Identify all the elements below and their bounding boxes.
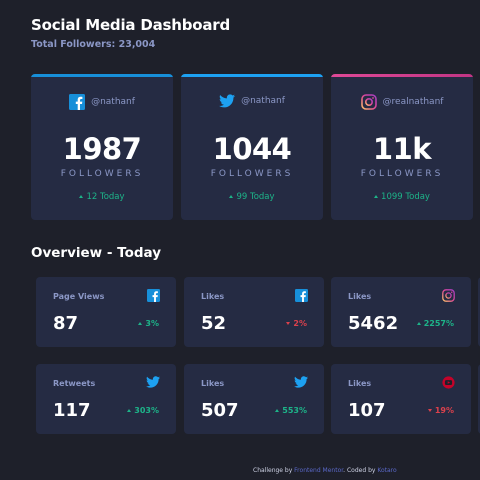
- arrow-down-icon: [286, 322, 291, 325]
- overview-title: Overview - Today: [31, 245, 161, 261]
- card-accent-bar: [181, 74, 323, 77]
- arrow-up-icon: [127, 409, 132, 412]
- metric-change: 2257%: [416, 319, 454, 328]
- metric-change: 19%: [427, 406, 454, 415]
- metric-label: Likes: [201, 379, 225, 388]
- today-change: 99 Today: [181, 192, 323, 202]
- metric-value: 52: [201, 313, 227, 334]
- overview-card[interactable]: Likes 5462 2257%: [331, 277, 471, 347]
- follower-count: 1044: [212, 132, 292, 166]
- card-accent-bar: [31, 74, 173, 77]
- metric-value: 107: [348, 400, 386, 421]
- instagram-icon: [360, 94, 377, 110]
- metric-label: Retweets: [53, 379, 96, 388]
- total-followers: Total Followers: 23,004: [31, 39, 156, 50]
- frontend-mentor-link[interactable]: Frontend Mentor: [294, 467, 344, 474]
- follower-unit: FOLLOWERS: [60, 169, 144, 179]
- facebook-icon: [69, 94, 86, 110]
- arrow-down-icon: [427, 409, 432, 412]
- metric-value: 87: [53, 313, 79, 334]
- attribution-footer: Challenge by Frontend Mentor. Coded by K…: [253, 467, 397, 474]
- twitter-icon: [294, 376, 308, 388]
- metric-value: 5462: [348, 313, 399, 334]
- arrow-up-icon: [416, 322, 421, 325]
- overview-card[interactable]: Likes 52 2%: [184, 277, 324, 347]
- arrow-up-icon: [79, 195, 84, 198]
- metric-change: 3%: [138, 319, 159, 328]
- follower-card-twitter[interactable]: @nathanf 1044 FOLLOWERS 99 Today: [181, 74, 323, 220]
- arrow-up-icon: [374, 195, 379, 198]
- handle[interactable]: @realnathanf: [382, 97, 444, 107]
- handle[interactable]: @nathanf: [91, 97, 135, 107]
- handle-row: @realnathanf: [331, 94, 473, 110]
- handle-row: @nathanf: [181, 94, 323, 108]
- facebook-icon: [295, 289, 308, 302]
- metric-change: 303%: [127, 406, 159, 415]
- overview-card[interactable]: Likes 107 19%: [331, 364, 471, 434]
- follower-unit: FOLLOWERS: [210, 169, 294, 179]
- twitter-icon: [146, 376, 160, 388]
- author-link[interactable]: Kotaro: [377, 467, 397, 474]
- metric-value: 117: [53, 400, 91, 421]
- arrow-up-icon: [138, 322, 143, 325]
- overview-card-partial: [478, 364, 480, 434]
- facebook-icon: [147, 289, 160, 302]
- metric-label: Likes: [348, 379, 372, 388]
- metric-value: 507: [201, 400, 239, 421]
- metric-label: Page Views: [53, 292, 105, 301]
- metric-change: 553%: [275, 406, 307, 415]
- page-title: Social Media Dashboard: [31, 16, 231, 34]
- today-change: 12 Today: [31, 192, 173, 202]
- arrow-up-icon: [275, 409, 280, 412]
- arrow-up-icon: [229, 195, 234, 198]
- twitter-icon: [219, 94, 236, 108]
- today-change: 1099 Today: [331, 192, 473, 202]
- follower-count: 1987: [62, 132, 142, 166]
- follower-card-instagram[interactable]: @realnathanf 11k FOLLOWERS 1099 Today: [331, 74, 473, 220]
- overview-card[interactable]: Likes 507 553%: [184, 364, 324, 434]
- instagram-icon: [442, 289, 455, 302]
- youtube-icon: [442, 376, 455, 389]
- overview-card-partial: [478, 277, 480, 347]
- metric-label: Likes: [348, 292, 372, 301]
- card-accent-bar: [331, 74, 473, 77]
- metric-change: 2%: [286, 319, 307, 328]
- overview-card[interactable]: Page Views 87 3%: [36, 277, 176, 347]
- metric-label: Likes: [201, 292, 225, 301]
- follower-unit: FOLLOWERS: [360, 169, 444, 179]
- overview-card[interactable]: Retweets 117 303%: [36, 364, 176, 434]
- follower-card-facebook[interactable]: @nathanf 1987 FOLLOWERS 12 Today: [31, 74, 173, 220]
- handle-row: @nathanf: [31, 94, 173, 110]
- follower-count: 11k: [372, 132, 432, 166]
- handle[interactable]: @nathanf: [241, 96, 285, 106]
